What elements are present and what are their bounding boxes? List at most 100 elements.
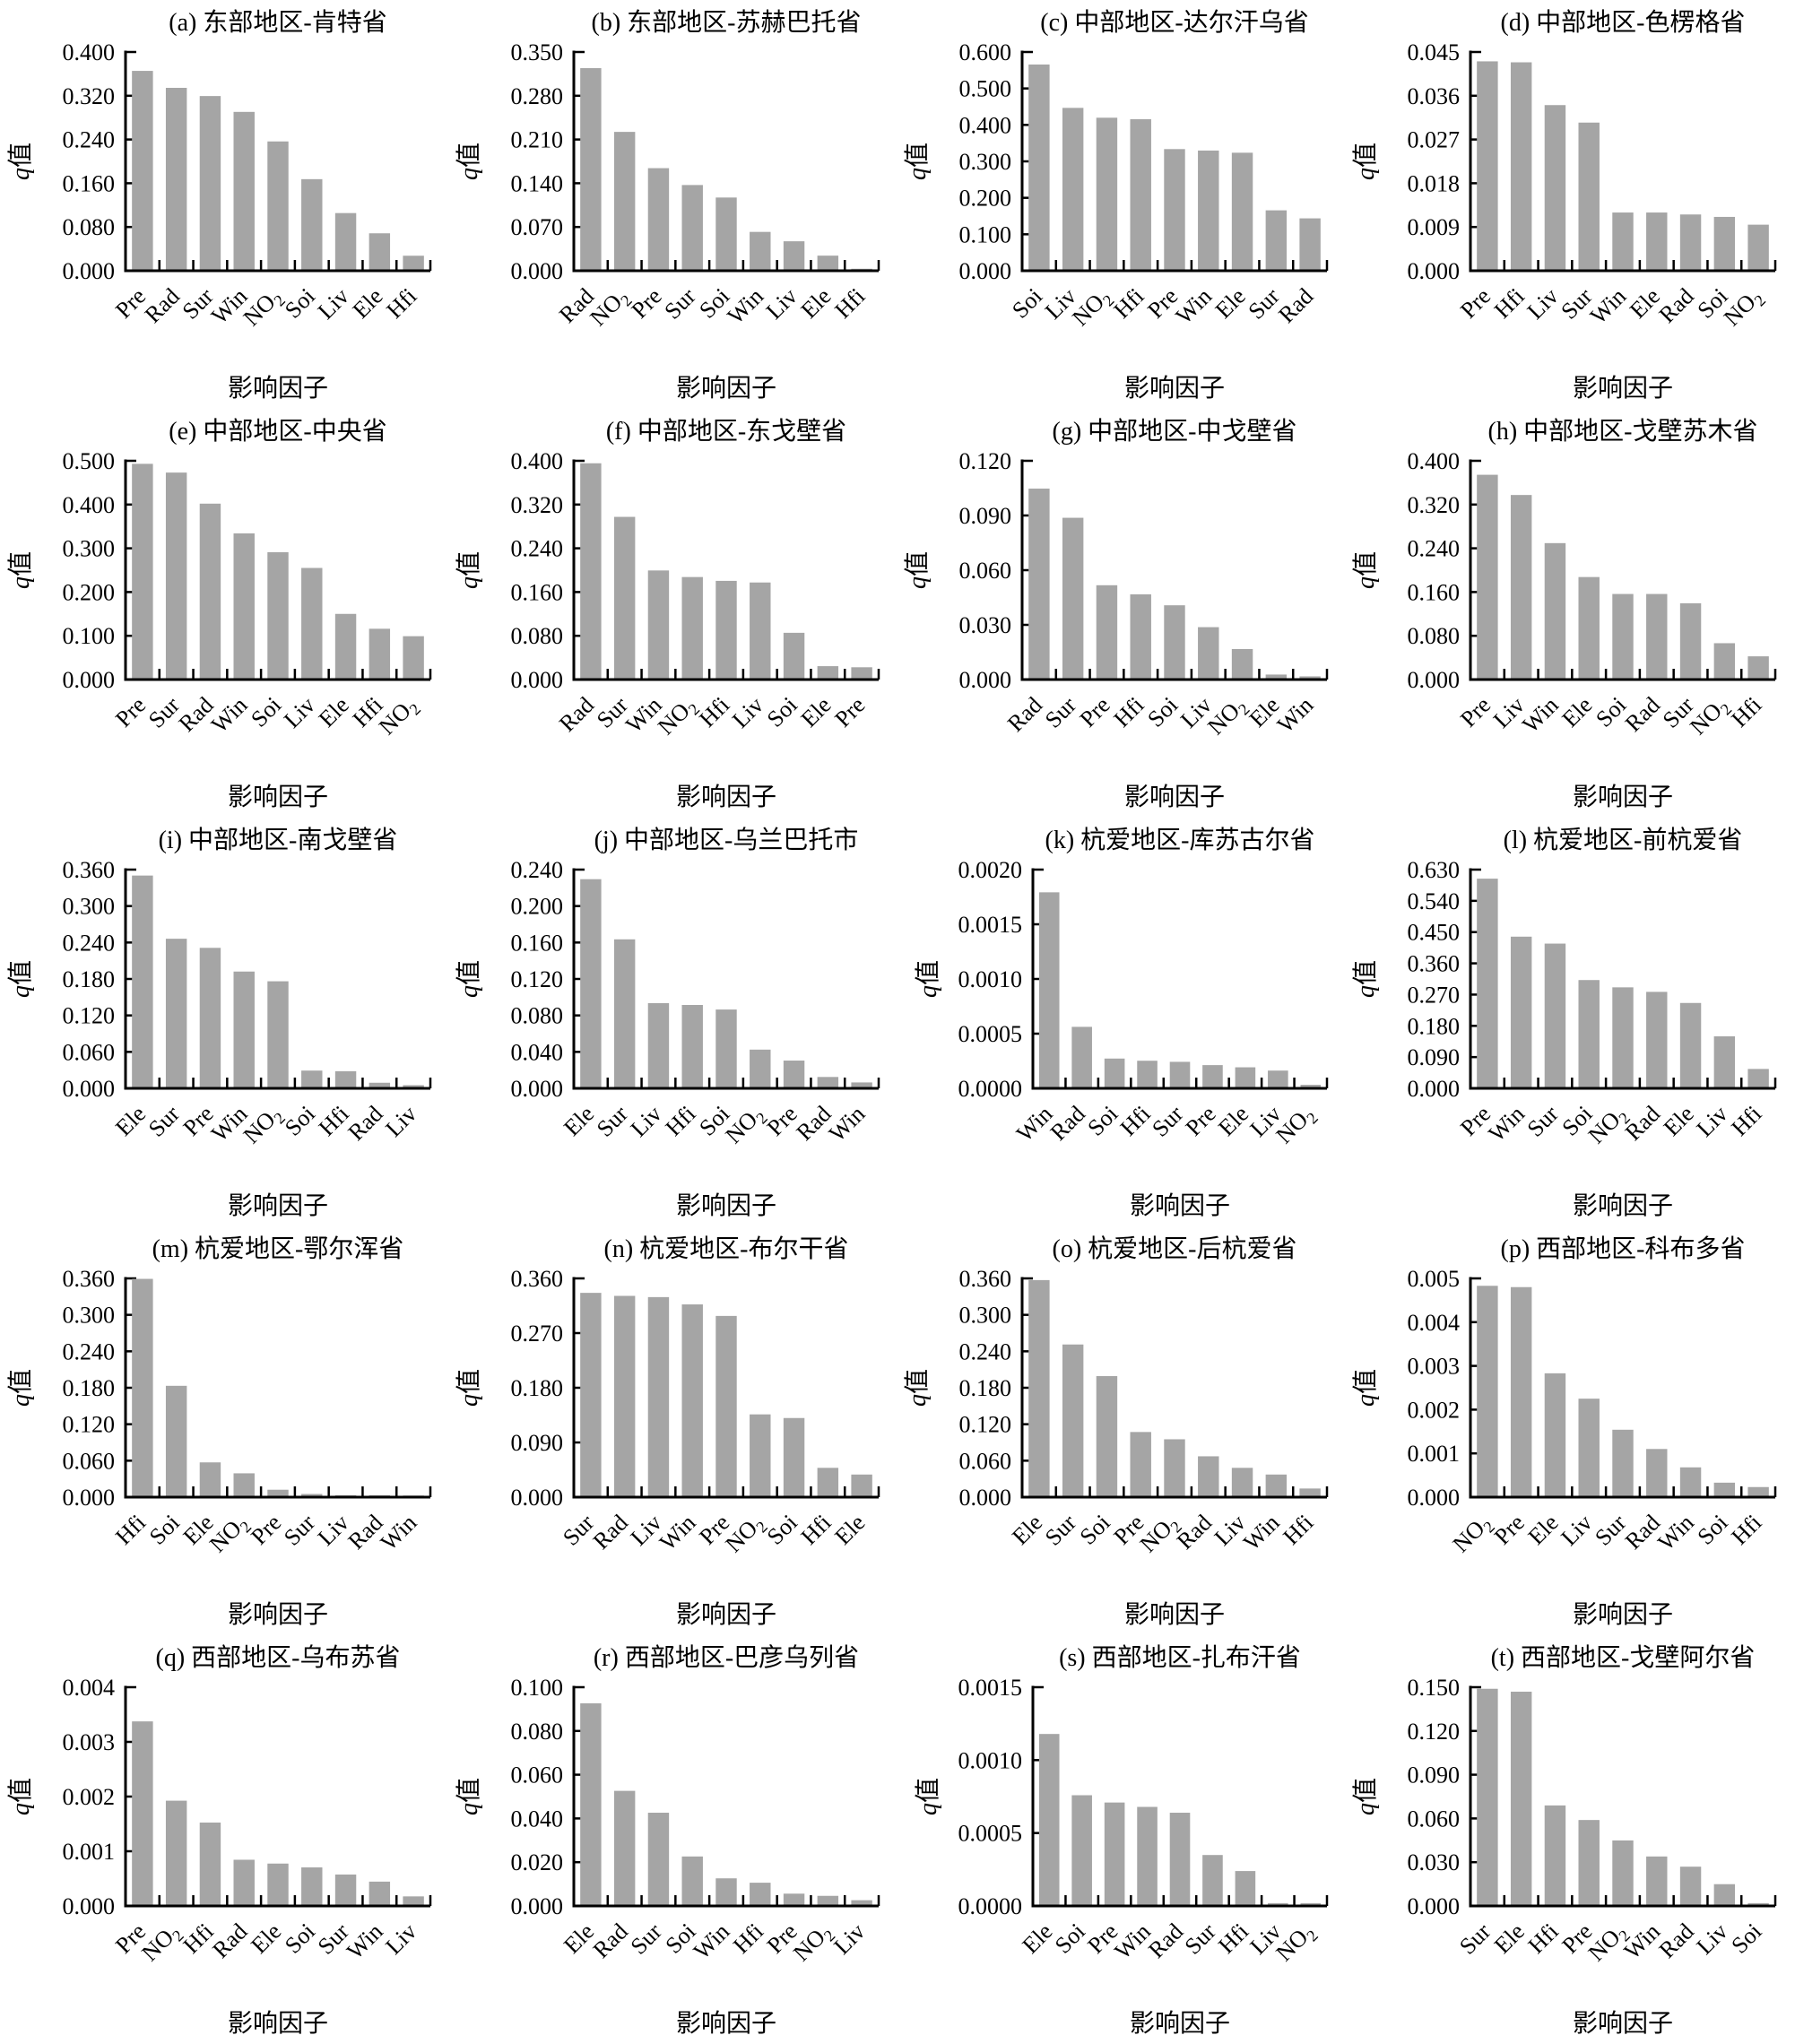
bar-Sur	[334, 1874, 357, 1905]
y-axis-label: q值	[6, 1778, 35, 1815]
y-tick-label: 0.500	[959, 76, 1012, 102]
x-category-label: Ele	[796, 692, 837, 732]
chart-canvas: (g) 中部地区-中戈壁省0.0000.0300.0600.0900.120Ra…	[903, 417, 1329, 811]
bar-Liv	[647, 1296, 670, 1496]
bar-Soi	[715, 1009, 737, 1087]
bar-Hfi	[1510, 62, 1532, 270]
y-axis-label: q值	[1351, 1778, 1380, 1815]
x-category-label: NO2	[204, 1510, 255, 1560]
bar-Win	[1544, 542, 1566, 679]
bar-Soi	[783, 1417, 805, 1496]
bar-Hfi	[1299, 1488, 1321, 1496]
y-tick-label: 0.210	[511, 127, 564, 153]
chart-canvas: (o) 杭爱地区-后杭爱省 0.000 0.060 0.120 0.180 0.240 0.…	[903, 1234, 1329, 1629]
bar-Sur	[1679, 602, 1702, 679]
x-category-label: NO2	[721, 1101, 771, 1151]
y-tick-label: 0.120	[1408, 1719, 1461, 1745]
bar-NO2	[233, 1473, 255, 1496]
y-tick-label: 0.030	[1408, 1849, 1461, 1875]
bar-Hfi	[851, 268, 872, 270]
x-category-label: Hfi	[1726, 1510, 1766, 1550]
y-tick-label: 0.030	[959, 612, 1012, 638]
chart-title: (t) 西部地区-戈壁阿尔省	[1491, 1643, 1756, 1672]
bar-Ele	[1510, 1692, 1532, 1905]
y-tick-label: 0.060	[959, 1448, 1012, 1474]
chart-panel-s: (s) 西部地区-扎布汗省 0.0000 0.0005 0.0010 0.0015 Ele…	[897, 1635, 1345, 2044]
y-tick-label: 0.004	[63, 1675, 116, 1701]
y-axis-label: q值	[1351, 551, 1380, 589]
x-category-label: Soi	[1693, 1510, 1733, 1550]
bar-NO2	[1231, 648, 1253, 679]
chart-panel-r: (r) 西部地区-巴彦乌列省 0.000 0.020 0.040 0.060 0.080 0…	[448, 1635, 897, 2044]
y-tick-label: 0.005	[1408, 1266, 1461, 1292]
x-category-label: Soi	[1591, 692, 1631, 732]
x-category-label: Pre	[1455, 283, 1496, 324]
x-category-label: NO2	[1685, 692, 1735, 742]
x-axis-label: 影响因子	[676, 1191, 776, 1220]
y-tick-label: 0.018	[1408, 170, 1461, 196]
x-category-label: Rad	[1273, 283, 1318, 328]
y-tick-label: 0.080	[511, 623, 564, 649]
y-axis-label: q值	[6, 143, 35, 180]
bar-Pre	[647, 168, 670, 270]
bar-Rad	[1679, 1866, 1702, 1905]
y-tick-label: 0.060	[959, 558, 1012, 584]
y-tick-label: 0.040	[511, 1039, 564, 1065]
y-tick-label: 0.060	[1408, 1806, 1461, 1832]
x-axis-label: 影响因子	[676, 374, 776, 403]
y-tick-label: 0.200	[959, 186, 1012, 212]
bar-Rad	[613, 1790, 636, 1905]
y-tick-label: 0.300	[959, 149, 1012, 175]
bar-Ele	[1231, 152, 1253, 270]
x-category-label: Liv	[380, 1918, 421, 1960]
bar-Ele	[369, 233, 391, 270]
bar-Pre	[1578, 1820, 1600, 1905]
bar-Rad	[369, 1494, 391, 1496]
y-tick-label: 0.270	[1408, 982, 1461, 1008]
y-tick-label: 0.000	[511, 1485, 564, 1511]
bar-Sur	[1544, 943, 1566, 1087]
chart-panel-o: (o) 杭爱地区-后杭爱省 0.000 0.060 0.120 0.180 0.240 0.…	[897, 1226, 1345, 1635]
x-category-label: Hfi	[796, 1510, 837, 1550]
x-category-label: NO2	[1448, 1510, 1498, 1560]
bar-Rad	[1169, 1813, 1191, 1905]
x-axis-label: 影响因子	[228, 1191, 328, 1220]
chart-panel-a: (a) 东部地区-肯特省 0.000 0.080 0.160 0.240 0.320 0.4…	[0, 0, 448, 409]
x-category-label: Ele	[1659, 1101, 1699, 1141]
x-axis-label: 影响因子	[228, 2009, 328, 2038]
y-tick-label: 0.320	[1408, 492, 1461, 518]
y-axis-label: q值	[455, 960, 483, 998]
bar-Ele	[851, 1474, 872, 1496]
bar-Rad	[580, 463, 602, 679]
bar-Pre	[1104, 1802, 1125, 1905]
y-axis-label: q值	[455, 1778, 483, 1815]
chart-title: (p) 西部地区-科布多省	[1501, 1234, 1746, 1263]
chart-panel-f: (f) 中部地区-东戈壁省 0.000 0.080 0.160 0.240 0.320 0.…	[448, 409, 897, 818]
x-category-label: Hfi	[1726, 692, 1766, 732]
bar-Soi	[715, 197, 737, 270]
y-tick-label: 0.036	[1408, 83, 1461, 109]
bar-Win	[1265, 1474, 1288, 1496]
y-tick-label: 0.500	[63, 448, 116, 474]
chart-title: (a) 东部地区-肯特省	[169, 8, 386, 37]
y-tick-label: 0.020	[511, 1849, 564, 1875]
y-tick-label: 0.200	[511, 894, 564, 920]
y-tick-label: 0.300	[959, 1303, 1012, 1329]
bar-Pre	[1096, 585, 1118, 679]
x-category-label: Pre	[1455, 692, 1496, 732]
bar-Win	[233, 111, 255, 270]
y-tick-label: 0.002	[63, 1784, 116, 1810]
bar-Ele	[132, 875, 153, 1087]
y-tick-label: 0.180	[1408, 1013, 1461, 1039]
bar-Sur	[1202, 1855, 1223, 1905]
y-tick-label: 0.000	[1408, 667, 1461, 693]
bar-Rad	[613, 1295, 636, 1496]
chart-canvas: (d) 中部地区-色楞格省 0.000 0.009 0.018 0.027 0.036 0.…	[1351, 8, 1777, 403]
bar-Soi	[1578, 980, 1600, 1087]
y-tick-label: 0.160	[63, 170, 116, 196]
y-tick-label: 0.360	[63, 1266, 116, 1292]
x-category-label: Hfi	[1726, 1101, 1766, 1141]
y-axis-label: q值	[455, 551, 483, 589]
bar-Sur	[199, 96, 221, 270]
